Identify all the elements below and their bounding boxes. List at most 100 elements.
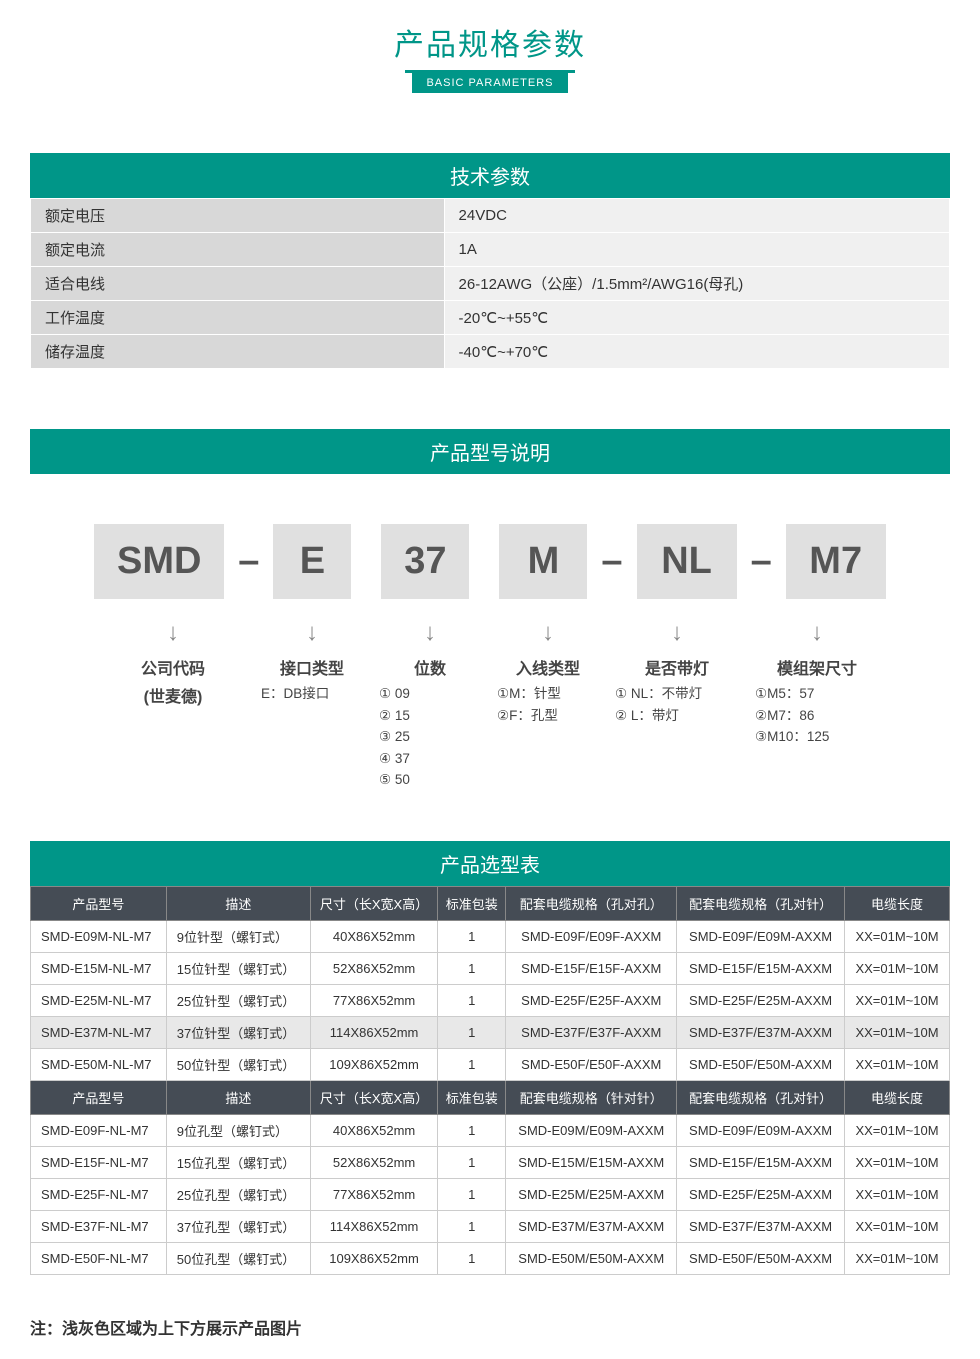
sel-cell: 1 [438,1048,506,1080]
tech-label: 储存温度 [31,335,445,369]
tech-params-table: 额定电压24VDC额定电流1A适合电线26-12AWG（公座）/1.5mm²/A… [30,198,950,369]
sel-cell: SMD-E09M/E09M-AXXM [506,1114,677,1146]
model-code-row: SMD–E37M–NL–M7 [30,524,950,599]
sel-cell: SMD-E37M-NL-M7 [31,1016,167,1048]
sel-cell: SMD-E50F/E50M-AXXM [677,1242,845,1274]
sel-cell: 37位孔型（螺钉式） [166,1210,310,1242]
explain-col-sub: (世麦德) [101,683,245,707]
sel-cell: 50位针型（螺钉式） [166,1048,310,1080]
explain-col-title: 位数 [379,655,481,679]
explain-col-line: ② L：带灯 [615,705,739,727]
sel-cell: 1 [438,952,506,984]
sel-header-cell: 尺寸（长X宽X高） [310,886,437,920]
explain-column: ↓公司代码(世麦德) [93,619,253,711]
sel-cell: SMD-E09F-NL-M7 [31,1114,167,1146]
sel-cell: SMD-E50F/E50M-AXXM [677,1048,845,1080]
sel-cell: SMD-E15F-NL-M7 [31,1146,167,1178]
sel-cell: SMD-E50F-NL-M7 [31,1242,167,1274]
sel-cell: XX=01M~10M [844,1210,949,1242]
sel-header-cell: 描述 [166,886,310,920]
explain-col-line: ②M7：86 [755,705,879,727]
model-code-box: 37 [381,524,469,599]
sel-header-cell: 电缆长度 [844,886,949,920]
tech-value: -40℃~+70℃ [444,335,949,369]
sel-cell: 50位孔型（螺钉式） [166,1242,310,1274]
explain-col-title: 是否带灯 [615,655,739,679]
explain-col-title: 公司代码 [101,655,245,679]
tech-params-title: 技术参数 [30,153,950,198]
sel-cell: SMD-E15F/E15M-AXXM [677,1146,845,1178]
explain-col-title: 模组架尺寸 [755,655,879,679]
sel-cell: SMD-E15M/E15M-AXXM [506,1146,677,1178]
tech-label: 额定电流 [31,233,445,267]
model-code-box: E [273,524,351,599]
sel-cell: 37位针型（螺钉式） [166,1016,310,1048]
sel-cell: 1 [438,1210,506,1242]
explain-col-line: ①M5：57 [755,683,879,705]
sel-cell: SMD-E25F/E25F-AXXM [506,984,677,1016]
sel-header-cell: 配套电缆规格（孔对孔） [506,886,677,920]
sel-cell: 15位针型（螺钉式） [166,952,310,984]
sel-cell: XX=01M~10M [844,1242,949,1274]
sel-cell: 77X86X52mm [310,1178,437,1210]
sel-header-cell: 尺寸（长X宽X高） [310,1080,437,1114]
sel-cell: SMD-E09F/E09M-AXXM [677,920,845,952]
sel-cell: 40X86X52mm [310,1114,437,1146]
sel-cell: SMD-E15F/E15F-AXXM [506,952,677,984]
sel-cell: XX=01M~10M [844,920,949,952]
tech-value: -20℃~+55℃ [444,301,949,335]
sel-header-cell: 标准包装 [438,886,506,920]
explain-col-line: ③ 25 [379,726,481,748]
explain-col-line: ①M：针型 [497,683,599,705]
sel-cell: XX=01M~10M [844,1114,949,1146]
sel-cell: 114X86X52mm [310,1016,437,1048]
sel-header-cell: 电缆长度 [844,1080,949,1114]
sel-cell: 15位孔型（螺钉式） [166,1146,310,1178]
sel-cell: 1 [438,1146,506,1178]
sel-cell: SMD-E25F/E25M-AXXM [677,1178,845,1210]
explain-col-line: ④ 37 [379,748,481,770]
sel-cell: 52X86X52mm [310,1146,437,1178]
tech-value: 24VDC [444,199,949,233]
sel-header-cell: 配套电缆规格（孔对针） [677,1080,845,1114]
sel-header-cell: 产品型号 [31,886,167,920]
subtitle-badge: BASIC PARAMETERS [412,73,567,93]
footnote: 注：浅灰色区域为上下方展示产品图片 [30,1315,950,1339]
sel-cell: 9位针型（螺钉式） [166,920,310,952]
sel-cell: SMD-E37F/E37M-AXXM [677,1210,845,1242]
sel-cell: SMD-E37F-NL-M7 [31,1210,167,1242]
sel-cell: SMD-E50F/E50F-AXXM [506,1048,677,1080]
explain-column: ↓是否带灯① NL：不带灯② L：带灯 [607,619,747,726]
model-code-box: M [499,524,587,599]
sel-cell: SMD-E37F/E37F-AXXM [506,1016,677,1048]
sel-cell: XX=01M~10M [844,1048,949,1080]
sel-cell: 109X86X52mm [310,1242,437,1274]
explain-col-line: ② 15 [379,705,481,727]
explain-col-line: ⑤ 50 [379,769,481,791]
tech-label: 额定电压 [31,199,445,233]
explain-col-line: ②F：孔型 [497,705,599,727]
sel-cell: 1 [438,1178,506,1210]
explain-column: ↓接口类型E：DB接口 [253,619,371,705]
arrow-down-icon: ↓ [379,619,481,647]
tech-label: 工作温度 [31,301,445,335]
sel-cell: 1 [438,984,506,1016]
sel-cell: XX=01M~10M [844,1016,949,1048]
model-code-box: M7 [786,524,886,599]
arrow-down-icon: ↓ [261,619,363,647]
tech-label: 适合电线 [31,267,445,301]
model-explain-section: SMD–E37M–NL–M7 ↓公司代码(世麦德)↓接口类型E：DB接口↓位数①… [30,524,950,791]
sel-header-cell: 标准包装 [438,1080,506,1114]
main-title: 产品规格参数 [30,20,950,64]
arrow-down-icon: ↓ [755,619,879,647]
sel-cell: SMD-E09F/E09M-AXXM [677,1114,845,1146]
tech-value: 1A [444,233,949,267]
sel-cell: XX=01M~10M [844,984,949,1016]
sel-cell: 9位孔型（螺钉式） [166,1114,310,1146]
sel-cell: XX=01M~10M [844,952,949,984]
sel-cell: 109X86X52mm [310,1048,437,1080]
model-dash: – [587,540,636,583]
model-code-box: NL [637,524,737,599]
model-explain-row: ↓公司代码(世麦德)↓接口类型E：DB接口↓位数① 09② 15③ 25④ 37… [30,619,950,791]
sel-header-cell: 配套电缆规格（针对针） [506,1080,677,1114]
